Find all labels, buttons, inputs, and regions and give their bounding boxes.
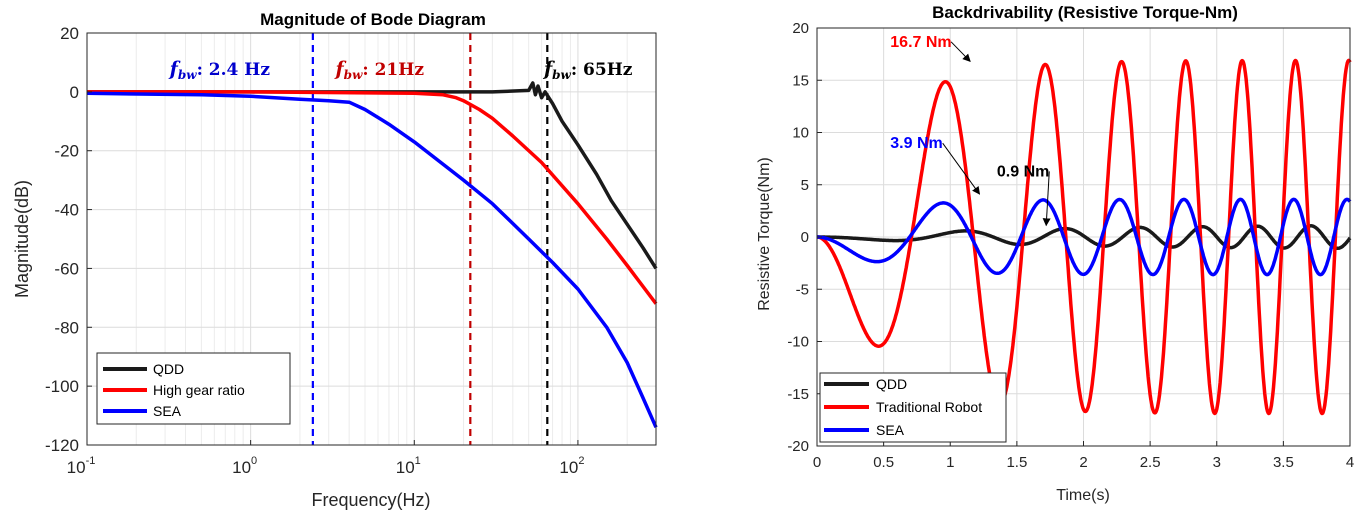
legend-label-sea-2: SEA: [876, 422, 905, 438]
legend-label-qdd-2: QDD: [876, 376, 907, 392]
c1-x-tick-label: 10-1: [67, 455, 96, 477]
c1-y-tick-label: -20: [54, 142, 79, 161]
c1-y-tick-label: -40: [54, 201, 79, 220]
chart2-lines: [815, 58, 1352, 416]
c2-x-tick-label: 0.5: [873, 454, 894, 471]
c2-y-tick-label: 20: [792, 20, 809, 37]
chart2-legend: QDD Traditional Robot SEA: [819, 372, 1007, 443]
c1-annotation: fbw: 65Hz: [542, 58, 633, 82]
c2-y-tick-label: 0: [801, 229, 809, 246]
c2-y-tick-label: 5: [801, 177, 809, 194]
c1-y-tick-label: 0: [70, 83, 79, 102]
c1-series-high-gear-ratio: [87, 90, 658, 305]
c2-y-tick-label: -15: [787, 386, 809, 403]
c1-x-tick-label: 102: [559, 455, 584, 477]
chart2-xlabel: Time(s): [1056, 487, 1110, 504]
c2-y-tick-label: -20: [787, 438, 809, 455]
c2-x-tick-label: 2.5: [1140, 454, 1161, 471]
c2-annotation: 16.7 Nm: [890, 34, 951, 51]
c2-series-traditional-robot: [815, 58, 1352, 416]
c2-x-tick-label: 3.5: [1273, 454, 1294, 471]
chart1-axes-box: [86, 32, 657, 446]
legend-label-qdd: QDD: [153, 361, 184, 377]
legend-label-sea: SEA: [153, 403, 182, 419]
c1-x-tick-label: 101: [396, 455, 421, 477]
c2-x-tick-label: 2: [1079, 454, 1087, 471]
c1-y-tick-label: -60: [54, 259, 79, 278]
c1-series-qdd: [87, 81, 658, 270]
chart2-title: Backdrivability (Resistive Torque-Nm): [932, 3, 1238, 22]
chart1-legend: QDD High gear ratio SEA: [96, 352, 291, 425]
c2-y-tick-label: -10: [787, 334, 809, 351]
chart1-ticks: 10-1 100 101 102 20 0 -20 -40 -60 -80 -100 -120: [45, 24, 584, 477]
c2-x-tick-label: 1: [946, 454, 954, 471]
chart1-annotations: fbw: 2.4 Hz fbw: 21Hz fbw: 65Hz: [168, 58, 633, 82]
c2-annotation-arrow: [950, 41, 971, 63]
c2-x-tick-label: 1.5: [1006, 454, 1027, 471]
c2-annotation: 0.9 Nm: [997, 163, 1049, 180]
c2-annotation-arrow: [1042, 171, 1051, 227]
c1-y-tick-label: -120: [45, 436, 79, 455]
c1-y-tick-label: -80: [54, 318, 79, 337]
c1-annotation: fbw: 2.4 Hz: [168, 58, 271, 82]
c2-x-tick-label: 3: [1213, 454, 1221, 471]
chart1-ylabel: Magnitude(dB): [12, 180, 32, 298]
c1-annotation: fbw: 21Hz: [333, 58, 424, 82]
chart1-title: Magnitude of Bode Diagram: [260, 10, 486, 29]
c1-y-tick-label: -100: [45, 377, 79, 396]
c2-x-tick-label: 0: [813, 454, 821, 471]
c2-y-tick-label: 15: [792, 72, 809, 89]
c2-annotation-arrow: [942, 142, 981, 195]
chart2-annotations: 16.7 Nm 3.9 Nm 0.9 Nm: [890, 34, 1051, 227]
chart1-xlabel: Frequency(Hz): [311, 490, 430, 510]
legend-label-traditional-robot: Traditional Robot: [876, 399, 982, 415]
c1-x-tick-label: 100: [232, 455, 257, 477]
c2-x-tick-label: 4: [1346, 454, 1354, 471]
c2-y-tick-label: -5: [796, 281, 809, 298]
c1-series-sea: [86, 91, 658, 429]
legend-label-high-gear-ratio: High gear ratio: [153, 382, 245, 398]
c2-series-sea: [815, 197, 1352, 277]
chart2-ticks: 0 0.5 1 1.5 2 2.5 3 3.5 4 20 15 10 5 0 -5 -10 -15 -20: [787, 20, 1354, 471]
c2-annotation: 3.9 Nm: [890, 135, 942, 152]
chart2-ylabel: Resistive Torque(Nm): [756, 157, 773, 311]
c2-y-tick-label: 10: [792, 125, 809, 142]
chart1-lines: [86, 33, 658, 445]
c1-y-tick-label: 20: [60, 24, 79, 43]
bode-magnitude-chart: Magnitude of Bode Diagram 10-1 100 101 102 2…: [12, 10, 658, 510]
